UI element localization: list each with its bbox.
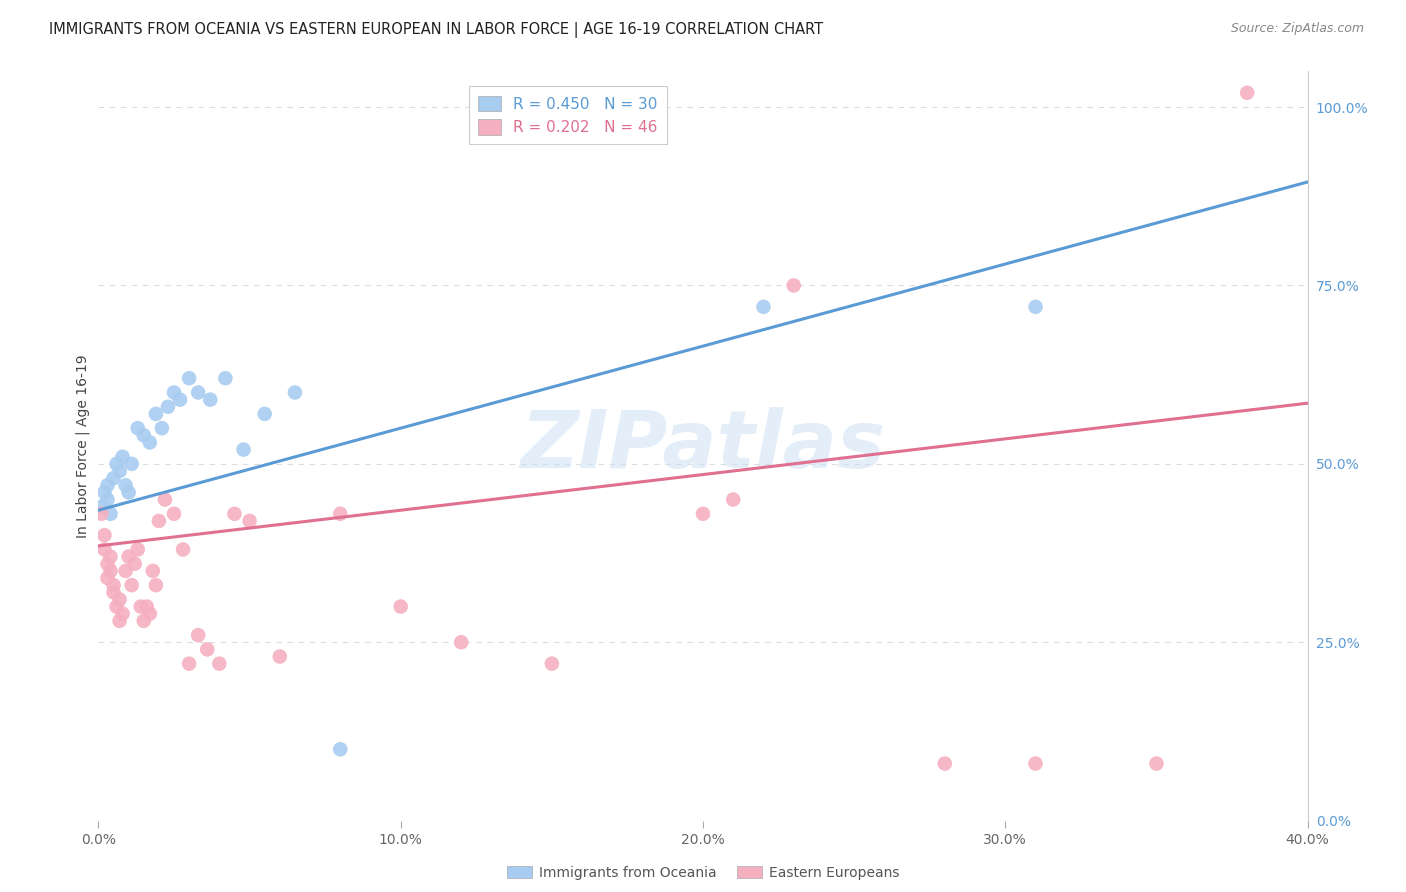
- Point: [121, 457, 143, 471]
- Point: [114, 564, 136, 578]
- Point: [195, 642, 218, 657]
- Point: [179, 657, 201, 671]
- Point: [1024, 756, 1046, 771]
- Point: [145, 407, 167, 421]
- Point: [93, 485, 115, 500]
- Point: [142, 564, 165, 578]
- Point: [172, 542, 194, 557]
- Point: [135, 599, 157, 614]
- Point: [93, 542, 115, 557]
- Point: [111, 607, 134, 621]
- Point: [108, 592, 131, 607]
- Point: [148, 514, 170, 528]
- Point: [169, 392, 191, 407]
- Point: [139, 435, 162, 450]
- Point: [723, 492, 745, 507]
- Point: [129, 599, 152, 614]
- Point: [103, 578, 125, 592]
- Point: [118, 549, 141, 564]
- Point: [187, 385, 209, 400]
- Point: [103, 585, 125, 599]
- Point: [90, 507, 112, 521]
- Point: [100, 549, 122, 564]
- Point: [150, 421, 173, 435]
- Text: IMMIGRANTS FROM OCEANIA VS EASTERN EUROPEAN IN LABOR FORCE | AGE 16-19 CORRELATI: IMMIGRANTS FROM OCEANIA VS EASTERN EUROP…: [49, 22, 824, 38]
- Point: [329, 742, 352, 756]
- Point: [200, 392, 222, 407]
- Point: [90, 500, 112, 514]
- Point: [93, 528, 115, 542]
- Point: [450, 635, 472, 649]
- Point: [389, 599, 412, 614]
- Point: [329, 507, 352, 521]
- Legend: Immigrants from Oceania, Eastern Europeans: Immigrants from Oceania, Eastern Europea…: [501, 860, 905, 885]
- Point: [179, 371, 201, 385]
- Text: ZIPatlas: ZIPatlas: [520, 407, 886, 485]
- Point: [269, 649, 291, 664]
- Point: [1236, 86, 1258, 100]
- Point: [692, 507, 714, 521]
- Point: [934, 756, 956, 771]
- Point: [1024, 300, 1046, 314]
- Point: [239, 514, 262, 528]
- Point: [540, 657, 562, 671]
- Point: [96, 492, 118, 507]
- Point: [783, 278, 806, 293]
- Point: [145, 578, 167, 592]
- Point: [111, 450, 134, 464]
- Point: [139, 607, 162, 621]
- Point: [187, 628, 209, 642]
- Point: [96, 571, 118, 585]
- Point: [127, 542, 149, 557]
- Point: [224, 507, 246, 521]
- Point: [156, 400, 179, 414]
- Point: [208, 657, 231, 671]
- Point: [96, 478, 118, 492]
- Text: Source: ZipAtlas.com: Source: ZipAtlas.com: [1230, 22, 1364, 36]
- Point: [127, 421, 149, 435]
- Point: [108, 464, 131, 478]
- Point: [1144, 756, 1167, 771]
- Point: [232, 442, 254, 457]
- Point: [253, 407, 276, 421]
- Point: [124, 557, 146, 571]
- Point: [100, 507, 122, 521]
- Point: [153, 492, 176, 507]
- Y-axis label: In Labor Force | Age 16-19: In Labor Force | Age 16-19: [76, 354, 90, 538]
- Point: [214, 371, 236, 385]
- Point: [132, 428, 155, 442]
- Point: [105, 599, 128, 614]
- Legend: R = 0.450   N = 30, R = 0.202   N = 46: R = 0.450 N = 30, R = 0.202 N = 46: [468, 87, 666, 145]
- Point: [132, 614, 155, 628]
- Point: [114, 478, 136, 492]
- Point: [96, 557, 118, 571]
- Point: [100, 564, 122, 578]
- Point: [105, 457, 128, 471]
- Point: [284, 385, 307, 400]
- Point: [108, 614, 131, 628]
- Point: [163, 385, 186, 400]
- Point: [121, 578, 143, 592]
- Point: [103, 471, 125, 485]
- Point: [163, 507, 186, 521]
- Point: [118, 485, 141, 500]
- Point: [752, 300, 775, 314]
